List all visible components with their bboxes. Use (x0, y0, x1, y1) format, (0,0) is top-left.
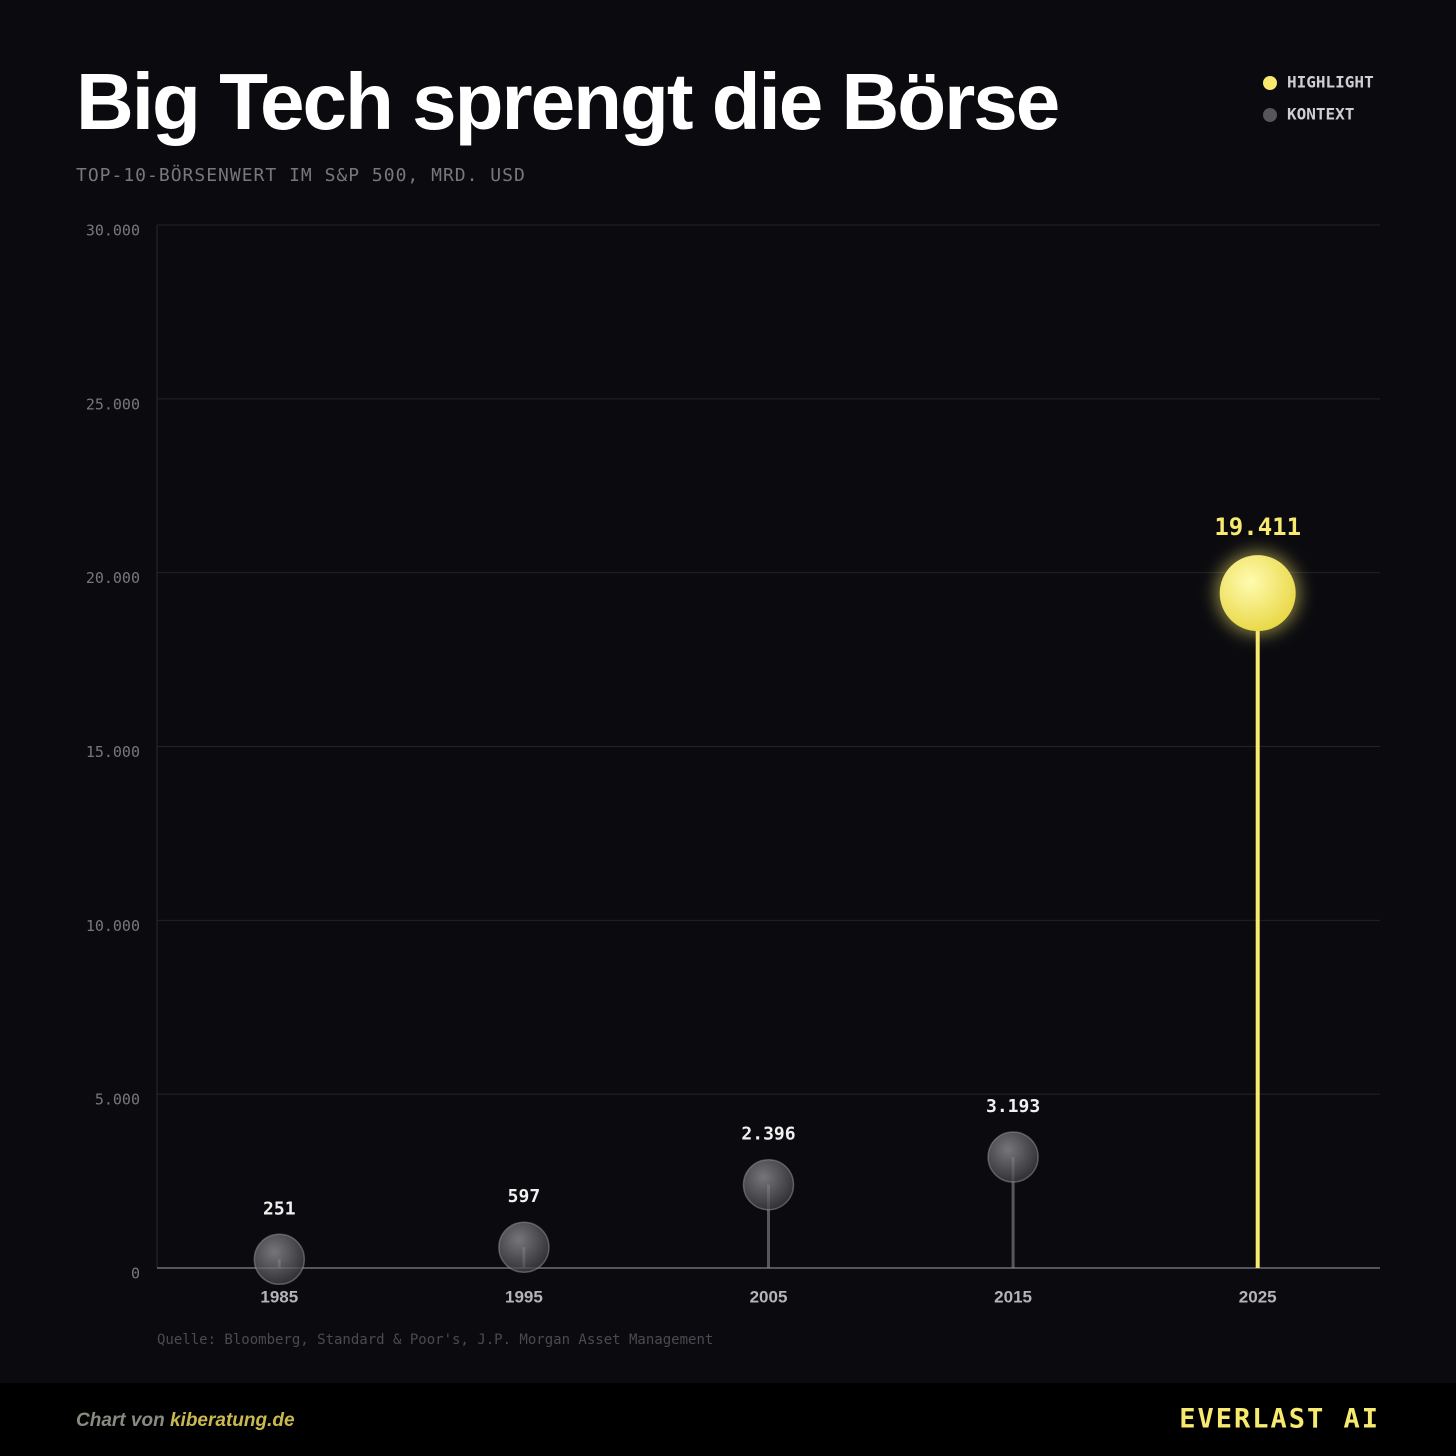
value-label: 597 (508, 1186, 541, 1207)
chart-subtitle: TOP-10-BÖRSENWERT IM S&P 500, MRD. USD (76, 164, 526, 186)
value-label: 3.193 (986, 1096, 1040, 1117)
credit-prefix: Chart von (76, 1410, 165, 1431)
dot (742, 1158, 795, 1211)
y-tick-label: 5.000 (95, 1091, 140, 1109)
x-tick-label: 2025 (1239, 1287, 1277, 1306)
dot (253, 1233, 306, 1286)
legend-label: HIGHLIGHT (1287, 73, 1374, 92)
legend-label: KONTEXT (1287, 105, 1354, 124)
dot (987, 1131, 1039, 1183)
dot (1219, 555, 1296, 632)
y-tick-label: 10.000 (86, 917, 140, 935)
x-tick-label: 1995 (505, 1287, 543, 1306)
value-label: 2.396 (741, 1124, 795, 1145)
y-tick-label: 15.000 (86, 743, 140, 761)
chart-title: Big Tech sprengt die Börse (76, 57, 1058, 146)
legend-swatch (1263, 108, 1277, 122)
legend-swatch (1263, 76, 1277, 90)
y-tick-label: 20.000 (86, 569, 140, 587)
dot (498, 1221, 550, 1273)
credit-site: kiberatung.de (170, 1410, 295, 1431)
value-label: 251 (263, 1198, 296, 1219)
x-tick-label: 2005 (750, 1287, 788, 1306)
value-label: 19.411 (1214, 513, 1301, 541)
y-tick-label: 30.000 (86, 222, 140, 240)
x-tick-label: 2015 (994, 1287, 1032, 1306)
x-tick-label: 1985 (260, 1287, 298, 1306)
y-tick-label: 0 (131, 1265, 140, 1283)
footer-bar (0, 1383, 1456, 1456)
brand: EVERLAST AI (1179, 1404, 1380, 1435)
y-tick-label: 25.000 (86, 395, 140, 413)
source: Quelle: Bloomberg, Standard & Poor's, J.… (157, 1332, 713, 1348)
footer-credit: Chart von kiberatung.de (76, 1410, 295, 1431)
